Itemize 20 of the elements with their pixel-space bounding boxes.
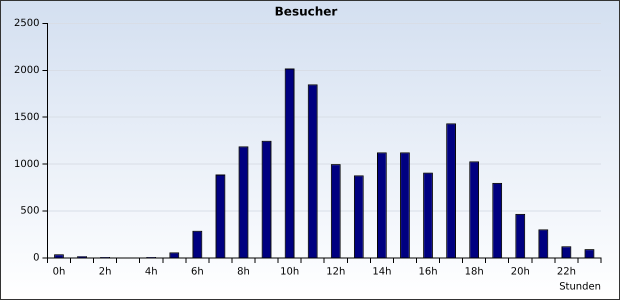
x-tick-label: 12h (326, 266, 346, 278)
y-tick-label: 2500 (14, 18, 40, 29)
x-tick-label: 22h (556, 266, 576, 278)
x-tick-label: 4h (144, 266, 158, 278)
x-tick-label: 18h (464, 266, 484, 278)
x-tick-label: 6h (191, 266, 204, 278)
x-tick-label: 14h (372, 266, 392, 278)
x-axis-title: Stunden (559, 282, 601, 293)
x-tick-label: 20h (510, 266, 530, 278)
y-tick-label: 0 (33, 252, 40, 264)
y-tick-label: 1000 (14, 158, 40, 170)
x-tick-label: 0h (52, 266, 66, 278)
chart-title: Besucher (274, 4, 338, 18)
y-tick-label: 2000 (14, 64, 40, 76)
x-tick-label: 10h (280, 266, 300, 278)
x-tick-label: 16h (418, 266, 438, 278)
x-tick-label: 2h (98, 266, 112, 278)
x-tick-label: 8h (237, 266, 250, 278)
y-tick-label: 1500 (14, 112, 40, 123)
y-tick-label: 500 (20, 206, 40, 217)
